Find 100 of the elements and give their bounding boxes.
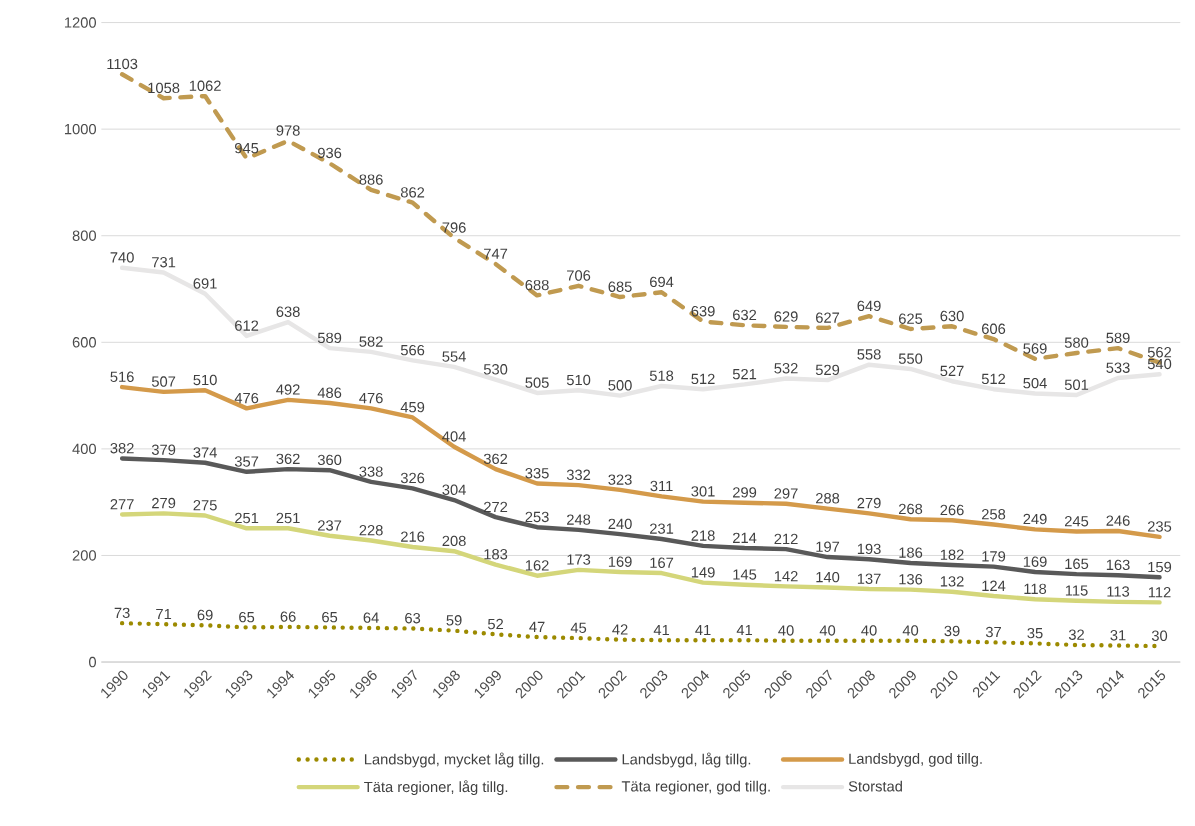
data-label: 132 [940, 576, 964, 587]
data-label: 505 [525, 377, 549, 388]
data-label: 740 [110, 252, 134, 263]
data-label: 169 [608, 556, 632, 567]
data-label: 37 [985, 626, 1001, 638]
data-label: 554 [442, 351, 466, 362]
data-label: 183 [484, 549, 508, 560]
data-label: 638 [276, 306, 300, 318]
data-label: 35 [1027, 627, 1043, 639]
data-label: 304 [442, 484, 466, 496]
data-label: 179 [982, 551, 1006, 562]
data-label: 124 [982, 580, 1006, 591]
data-label: 486 [317, 387, 342, 399]
y-tick-label: 1000 [64, 124, 97, 135]
data-label: 71 [156, 609, 172, 620]
data-label: 562 [1147, 347, 1172, 358]
data-label: 504 [1023, 378, 1047, 389]
data-label: 64 [363, 612, 379, 623]
data-label: 326 [400, 472, 425, 484]
y-tick-label: 400 [72, 443, 97, 455]
data-label: 500 [608, 380, 632, 391]
data-label: 279 [152, 497, 176, 509]
data-label: 685 [608, 281, 632, 292]
data-label: 47 [529, 621, 545, 632]
data-label: 69 [197, 609, 213, 621]
data-label: 237 [318, 520, 342, 531]
data-label: 404 [442, 431, 466, 442]
data-label: 253 [525, 511, 549, 523]
data-label: 145 [733, 569, 757, 580]
data-label: 1103 [107, 58, 138, 70]
data-label: 796 [442, 222, 466, 233]
data-label: 65 [322, 611, 338, 623]
data-label: 589 [317, 332, 342, 344]
data-label: 332 [566, 469, 591, 481]
data-label: 163 [1106, 559, 1130, 571]
data-label: 63 [405, 613, 421, 624]
data-label: 297 [774, 488, 798, 499]
data-label: 323 [608, 474, 632, 485]
data-label: 606 [982, 323, 1006, 335]
data-label: 335 [525, 468, 549, 479]
data-label: 630 [940, 310, 964, 322]
data-label: 510 [193, 374, 217, 386]
data-label: 112 [1148, 587, 1171, 598]
data-label: 1062 [189, 80, 221, 92]
data-label: 182 [940, 549, 964, 561]
data-label: 165 [1065, 558, 1089, 570]
data-label: 886 [359, 174, 383, 185]
data-label: 569 [1023, 343, 1047, 354]
y-tick-label: 800 [72, 230, 97, 241]
data-label: 197 [816, 541, 840, 553]
data-label: 186 [899, 547, 923, 558]
data-label: 30 [1151, 630, 1168, 642]
data-label: 268 [899, 503, 923, 515]
data-label: 140 [816, 572, 840, 583]
data-label: 632 [733, 309, 757, 321]
data-label: 512 [981, 373, 1006, 385]
legend-label: Storstad [848, 780, 902, 792]
data-label: 288 [816, 493, 840, 504]
data-label: 277 [110, 499, 134, 510]
data-label: 501 [1064, 379, 1089, 391]
data-label: 512 [691, 373, 715, 385]
data-label: 747 [484, 248, 508, 259]
data-label: 159 [1148, 561, 1172, 573]
data-label: 566 [400, 344, 425, 356]
y-tick-label: 1200 [64, 17, 97, 28]
data-label: 169 [1023, 556, 1047, 567]
data-label: 258 [981, 509, 1006, 520]
data-label: 476 [359, 392, 383, 404]
data-label: 580 [1064, 337, 1089, 348]
data-label: 167 [650, 557, 674, 569]
data-label: 275 [193, 500, 217, 511]
data-label: 216 [401, 531, 425, 542]
data-label: 862 [400, 187, 425, 198]
data-label: 649 [857, 300, 881, 312]
data-label: 731 [152, 257, 176, 268]
data-label: 558 [857, 349, 881, 360]
data-label: 516 [110, 371, 134, 383]
data-label: 65 [239, 611, 255, 623]
data-label: 142 [774, 571, 798, 582]
data-label: 41 [695, 625, 711, 636]
data-label: 360 [317, 454, 342, 466]
data-label: 279 [857, 497, 881, 509]
data-label: 978 [276, 125, 300, 136]
data-label: 173 [567, 554, 591, 565]
data-label: 208 [442, 535, 466, 547]
data-label: 136 [899, 574, 923, 585]
data-label: 248 [567, 514, 591, 525]
data-label: 529 [815, 364, 840, 376]
data-label: 73 [114, 607, 130, 619]
data-label: 374 [193, 447, 217, 458]
data-label: 272 [484, 501, 508, 513]
data-label: 688 [525, 279, 549, 291]
data-label: 40 [778, 625, 794, 636]
data-label: 212 [774, 533, 798, 545]
data-label: 40 [902, 625, 919, 636]
data-label: 31 [1110, 630, 1126, 641]
y-tick-label: 200 [72, 550, 97, 561]
data-label: 113 [1107, 586, 1130, 597]
data-label: 533 [1106, 362, 1130, 373]
data-label: 218 [691, 530, 715, 541]
